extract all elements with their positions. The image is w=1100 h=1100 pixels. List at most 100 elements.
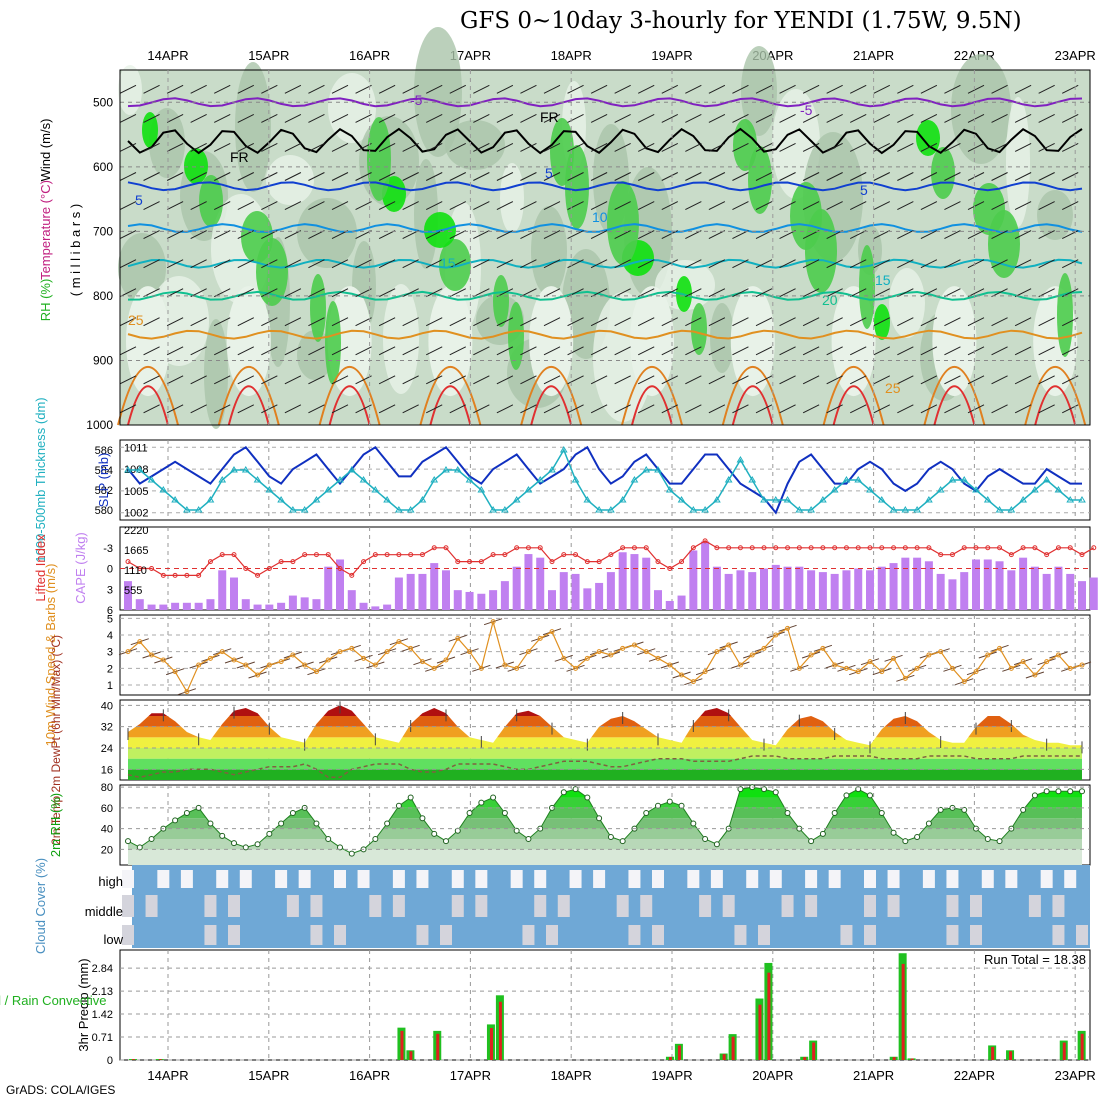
wind-barb bbox=[1014, 288, 1032, 298]
wind-barb bbox=[920, 375, 938, 385]
thickness-point bbox=[383, 496, 391, 503]
wind-barb bbox=[802, 288, 820, 298]
li-point bbox=[1008, 552, 1014, 558]
wind-barb bbox=[685, 404, 702, 414]
cape-bar bbox=[124, 581, 132, 610]
wind-barb bbox=[166, 113, 184, 123]
li-point bbox=[620, 545, 626, 551]
wind-barb bbox=[119, 201, 137, 210]
thickness-point bbox=[889, 506, 898, 513]
cape-bar bbox=[948, 579, 957, 610]
wind-barb bbox=[590, 288, 608, 298]
wind-barb bbox=[449, 375, 467, 385]
wind-barb bbox=[944, 113, 961, 123]
cape-bar bbox=[1042, 573, 1051, 610]
x-label-top: 17APR bbox=[450, 48, 491, 63]
wind-point bbox=[949, 665, 955, 671]
wind-barb bbox=[1038, 317, 1055, 327]
wind-barb bbox=[897, 201, 914, 210]
wind-barb bbox=[355, 404, 372, 414]
wind-barb bbox=[873, 84, 891, 94]
rh-region bbox=[1057, 273, 1073, 357]
wind-barb bbox=[614, 404, 631, 414]
thickness-point bbox=[689, 506, 698, 513]
cape-bar bbox=[889, 563, 898, 610]
wind-barb bbox=[190, 317, 207, 327]
y-axis-label: ( m i l l i b a r s ) bbox=[68, 204, 83, 296]
li-point bbox=[419, 552, 425, 558]
rh-point bbox=[313, 820, 320, 827]
rh-point bbox=[1067, 788, 1074, 795]
cloud-high-cell bbox=[1040, 870, 1053, 888]
wind-point bbox=[596, 649, 602, 655]
wind-barb bbox=[779, 259, 796, 269]
rh-label: 2m RH (%) bbox=[48, 793, 63, 857]
wind-barb bbox=[637, 288, 655, 298]
wind-barb bbox=[920, 259, 938, 269]
x-label-top: 16APR bbox=[349, 48, 390, 63]
li-point bbox=[525, 545, 531, 551]
thickness-point bbox=[289, 506, 297, 513]
isotherm-line bbox=[127, 329, 1083, 340]
wind-tick: 3 bbox=[107, 647, 113, 659]
wind-barb bbox=[425, 113, 443, 123]
wind-barb bbox=[1038, 201, 1055, 210]
thickness-point bbox=[265, 486, 274, 493]
thickness-point bbox=[995, 506, 1004, 513]
wind-barb bbox=[261, 143, 278, 152]
rh-tick: 80 bbox=[101, 782, 113, 794]
wind-barb bbox=[213, 375, 231, 385]
wind-barb bbox=[378, 404, 396, 414]
wind-barb bbox=[449, 317, 467, 327]
thickness-point bbox=[512, 496, 521, 503]
rh-point bbox=[914, 833, 921, 840]
li-point bbox=[278, 559, 284, 565]
li-point bbox=[761, 545, 767, 551]
wind-barb bbox=[873, 288, 891, 298]
cloud-middle-cell bbox=[781, 895, 794, 917]
cape-bar bbox=[324, 566, 333, 610]
wind-barb bbox=[567, 84, 584, 94]
wind-barb bbox=[590, 172, 608, 181]
wind-barb bbox=[284, 230, 302, 240]
wind-barb bbox=[755, 346, 773, 356]
contour-label: FR bbox=[230, 149, 249, 165]
precip-convective-bar bbox=[158, 1059, 162, 1060]
wind-barb bbox=[308, 259, 325, 269]
li-point bbox=[184, 572, 190, 578]
wind-barb bbox=[402, 375, 419, 385]
wind-barb bbox=[237, 317, 255, 327]
contour-label: 15 bbox=[875, 272, 891, 288]
wind-barb bbox=[732, 346, 749, 356]
rh-region bbox=[730, 286, 775, 397]
wind-point bbox=[478, 665, 484, 671]
wind-barb bbox=[119, 346, 137, 356]
wind-point bbox=[125, 649, 131, 655]
cape-bar bbox=[807, 570, 816, 610]
cloud-high-cell bbox=[687, 870, 700, 888]
rh-point bbox=[772, 789, 779, 796]
cape-bar bbox=[418, 573, 427, 610]
wind-barb bbox=[708, 172, 726, 181]
cloud-row-label: middle bbox=[85, 904, 123, 919]
x-label-top: 23APR bbox=[1055, 48, 1096, 63]
wind-barb bbox=[849, 113, 867, 123]
thickness-point bbox=[736, 456, 745, 463]
wind-barb bbox=[119, 143, 137, 152]
wind-barb bbox=[331, 230, 349, 240]
cloud-middle-cell bbox=[946, 895, 959, 917]
li-point bbox=[785, 545, 791, 551]
li-point bbox=[938, 552, 944, 558]
rh-point bbox=[666, 798, 673, 805]
wind-point bbox=[243, 662, 249, 668]
wind-barb bbox=[590, 404, 608, 414]
wind-barb bbox=[590, 317, 608, 327]
wind-barb bbox=[779, 317, 796, 327]
wind-barb bbox=[779, 230, 796, 240]
isotherm-hot bbox=[832, 385, 875, 426]
wind-barb bbox=[378, 172, 396, 181]
cloud-low-cell bbox=[122, 925, 134, 945]
contour-label: 25 bbox=[885, 380, 901, 396]
rh-point bbox=[525, 836, 532, 843]
cape-bar bbox=[442, 570, 450, 610]
